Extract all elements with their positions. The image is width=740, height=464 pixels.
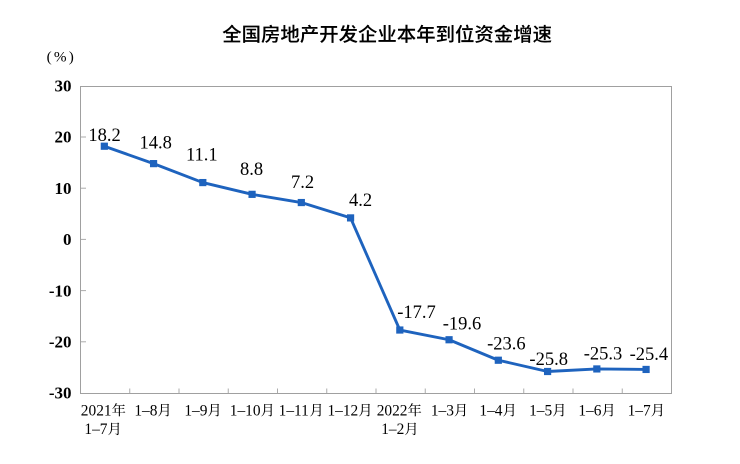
svg-text:2021: 2021 <box>81 402 112 419</box>
svg-text:10: 10 <box>55 179 72 198</box>
svg-text:-19.6: -19.6 <box>443 314 482 334</box>
svg-text:1–5: 1–5 <box>529 402 552 419</box>
svg-text:14.8: 14.8 <box>140 133 172 153</box>
svg-text:1–7: 1–7 <box>628 402 651 419</box>
svg-text:-20: -20 <box>49 333 72 352</box>
svg-text:20: 20 <box>55 128 72 147</box>
svg-text:1–2: 1–2 <box>381 421 404 438</box>
svg-text:-25.3: -25.3 <box>584 344 623 364</box>
svg-text:1–10: 1–10 <box>230 402 261 419</box>
svg-text:-23.6: -23.6 <box>487 334 526 354</box>
svg-text:-30: -30 <box>49 384 72 403</box>
svg-text:0: 0 <box>63 230 72 249</box>
svg-text:7.2: 7.2 <box>291 173 314 193</box>
svg-text:1–4: 1–4 <box>479 402 502 419</box>
svg-text:-25.8: -25.8 <box>529 350 568 370</box>
svg-text:1–11: 1–11 <box>279 402 309 419</box>
svg-text:1–6: 1–6 <box>578 402 601 419</box>
svg-text:-25.4: -25.4 <box>630 345 669 365</box>
svg-text:1–8: 1–8 <box>134 402 157 419</box>
svg-text:30: 30 <box>55 77 72 96</box>
svg-text:-17.7: -17.7 <box>397 303 436 323</box>
svg-text:4.2: 4.2 <box>349 191 372 211</box>
svg-text:1–9: 1–9 <box>184 402 207 419</box>
svg-text:18.2: 18.2 <box>88 126 120 146</box>
svg-text:1–7: 1–7 <box>84 421 107 438</box>
svg-text:-10: -10 <box>49 281 72 300</box>
svg-text:(%): (%) <box>47 48 76 65</box>
svg-text:1–12: 1–12 <box>327 402 358 419</box>
svg-text:2022: 2022 <box>377 402 408 419</box>
svg-text:1–3: 1–3 <box>431 402 454 419</box>
svg-text:11.1: 11.1 <box>186 146 218 166</box>
svg-text:8.8: 8.8 <box>240 160 263 180</box>
